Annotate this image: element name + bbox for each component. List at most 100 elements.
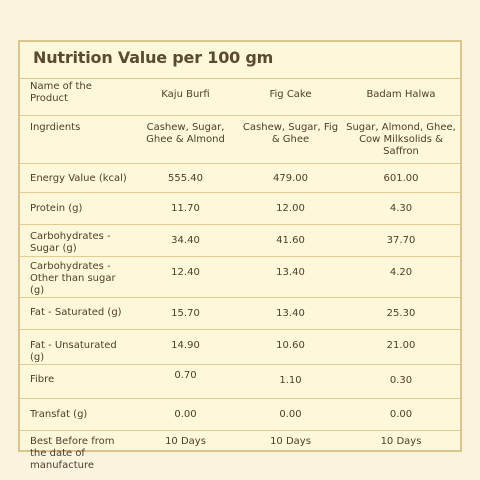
cell-text: 15.70 xyxy=(171,307,200,319)
table-header-row: Name of the Product Kaju Burfi Fig Cake Bad… xyxy=(20,78,460,115)
cell-value: 34.40 xyxy=(132,223,239,256)
cell-value: 0.70 xyxy=(132,363,239,398)
product-name: Kaju Burfi xyxy=(132,78,239,115)
cell-value: 10 Days xyxy=(132,429,239,472)
cell-value: 10.60 xyxy=(239,328,342,364)
cell-text: 34.40 xyxy=(171,234,200,246)
cell-text: Carbohydrates - Sugar (g) xyxy=(30,230,111,254)
cell-value: 0.00 xyxy=(342,397,460,430)
cell-text: Fat - Saturated (g) xyxy=(30,306,122,318)
table-row: Fat - Unsaturated (g) 14.90 10.60 21.00 xyxy=(20,328,460,364)
cell-text: Protein (g) xyxy=(30,202,83,214)
cell-text: 10.60 xyxy=(276,339,305,351)
cell-value: 13.40 xyxy=(239,296,342,329)
cell-value: 10 Days xyxy=(239,429,342,472)
row-label: Best Before from the date of manufacture xyxy=(20,429,132,472)
cell-value: 601.00 xyxy=(342,162,460,192)
nutrition-table: Name of the Product Kaju Burfi Fig Cake Bad… xyxy=(20,78,460,472)
cell-value: 1.10 xyxy=(239,363,342,398)
cell-text: Energy Value (kcal) xyxy=(30,172,127,184)
cell-text: 601.00 xyxy=(383,172,419,184)
cell-value: 0.00 xyxy=(132,397,239,430)
cell-value: 11.70 xyxy=(132,191,239,224)
row-label: Fat - Saturated (g) xyxy=(20,296,132,329)
table-row: Fat - Saturated (g) 15.70 13.40 25.30 xyxy=(20,296,460,329)
row-label: Transfat (g) xyxy=(20,397,132,430)
page-title: Nutrition Value per 100 gm xyxy=(33,48,274,67)
cell-value: 21.00 xyxy=(342,328,460,364)
cell-text: 0.70 xyxy=(174,369,197,381)
cell-value: 0.00 xyxy=(239,397,342,430)
cell-value: 25.30 xyxy=(342,296,460,329)
cell-text: 10 Days xyxy=(380,435,422,447)
cell-value: 37.70 xyxy=(342,223,460,256)
cell-text: 0.00 xyxy=(389,408,413,420)
table-row: Energy Value (kcal) 555.40 479.00 601.00 xyxy=(20,162,460,192)
row-label: Protein (g) xyxy=(20,191,132,224)
cell-value: 12.00 xyxy=(239,191,342,224)
cell-text: 0.00 xyxy=(174,408,197,420)
cell-text: 25.30 xyxy=(386,307,416,319)
table-row: Protein (g) 11.70 12.00 4.30 xyxy=(20,191,460,224)
cell-value: 4.30 xyxy=(342,191,460,224)
cell-text: 37.70 xyxy=(386,234,416,246)
table-row: Ingrdients Cashew, Sugar, Ghee & Almond Ca… xyxy=(20,114,460,163)
cell-text: Ingrdients xyxy=(30,121,81,133)
cell-text: 555.40 xyxy=(168,172,203,184)
cell-text: 1.10 xyxy=(279,374,302,386)
cell-value: 0.30 xyxy=(342,363,460,398)
cell-text: Fat - Unsaturated (g) xyxy=(30,339,117,363)
row-label: Energy Value (kcal) xyxy=(20,162,132,192)
product-name: Badam Halwa xyxy=(342,78,460,115)
cell-value: 4.20 xyxy=(342,255,460,297)
cell-text: Badam Halwa xyxy=(366,89,436,100)
cell-text: 41.60 xyxy=(276,234,305,246)
cell-value: Cashew, Sugar, Ghee & Almond xyxy=(132,114,239,163)
table-row: Carbohydrates - Sugar (g) 34.40 41.60 37.70 xyxy=(20,223,460,256)
nutrition-card: Nutrition Value per 100 gm Name of the P… xyxy=(18,40,462,472)
row-label-header: Name of the Product xyxy=(20,78,132,115)
cell-text: 13.40 xyxy=(276,266,305,278)
row-label: Fat - Unsaturated (g) xyxy=(20,328,132,364)
cell-text: 14.90 xyxy=(171,339,200,351)
cell-value: Sugar, Almond, Ghee, Cow Milksolids & Sa… xyxy=(342,114,460,163)
cell-text: 0.30 xyxy=(389,374,413,386)
cell-value: 12.40 xyxy=(132,255,239,297)
cell-text: Fig Cake xyxy=(269,89,312,100)
cell-value: 479.00 xyxy=(239,162,342,192)
cell-value: 41.60 xyxy=(239,223,342,256)
cell-text: 10 Days xyxy=(165,435,206,447)
row-label: Carbohydrates - Sugar (g) xyxy=(20,223,132,256)
cell-text: Cashew, Sugar, Fig & Ghee xyxy=(242,121,339,145)
product-name: Fig Cake xyxy=(239,78,342,115)
cell-value: 13.40 xyxy=(239,255,342,297)
table-row: Fibre 0.70 1.10 0.30 xyxy=(20,363,460,398)
cell-text: 21.00 xyxy=(386,339,416,351)
cell-text: Fibre xyxy=(30,373,55,385)
row-label: Carbohydrates - Other than sugar (g) xyxy=(20,255,132,297)
cell-text: 0.00 xyxy=(279,408,302,420)
cell-text: Carbohydrates - Other than sugar (g) xyxy=(30,260,116,296)
cell-text: 4.30 xyxy=(389,202,413,214)
cell-text: Cashew, Sugar, Ghee & Almond xyxy=(146,121,225,145)
cell-text: 4.20 xyxy=(389,266,413,278)
cell-value: 14.90 xyxy=(132,328,239,364)
cell-text: Sugar, Almond, Ghee, Cow Milksolids & Sa… xyxy=(346,121,456,157)
cell-text: 11.70 xyxy=(171,202,200,214)
cell-value: 15.70 xyxy=(132,296,239,329)
cell-text: 13.40 xyxy=(276,307,305,319)
cell-value: 10 Days xyxy=(342,429,460,472)
table-row: Best Before from the date of manufacture… xyxy=(20,429,460,472)
cell-text: 12.00 xyxy=(276,202,305,214)
row-label: Ingrdients xyxy=(20,114,132,163)
cell-value: 555.40 xyxy=(132,162,239,192)
cell-text: 479.00 xyxy=(273,172,308,184)
cell-text: Best Before from the date of manufacture xyxy=(30,435,115,471)
table-row: Transfat (g) 0.00 0.00 0.00 xyxy=(20,397,460,430)
cell-value: Cashew, Sugar, Fig & Ghee xyxy=(239,114,342,163)
cell-text: Kaju Burfi xyxy=(161,89,210,100)
cell-text: 10 Days xyxy=(270,435,311,447)
cell-text: Name of the Product xyxy=(30,81,92,104)
table-row: Carbohydrates - Other than sugar (g) 12.4… xyxy=(20,255,460,297)
row-label: Fibre xyxy=(20,363,132,398)
